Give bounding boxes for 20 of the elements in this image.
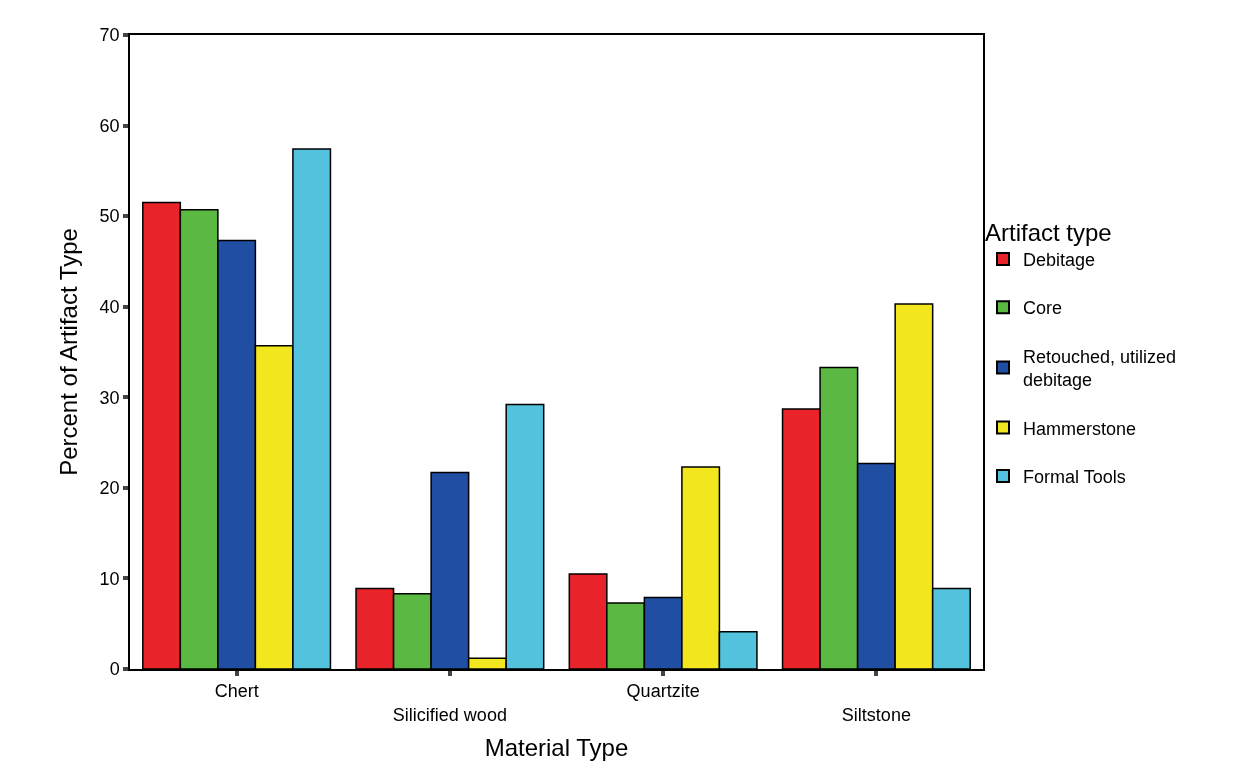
y-tick-label: 70 [99,25,120,46]
y-tick-label: 30 [99,387,120,408]
y-tick-label: 10 [99,568,120,589]
x-tick-label: Siltstone [841,704,911,725]
x-tick-label: Silicified wood [392,704,507,725]
legend-label: Debitage [1023,249,1096,270]
y-tick-label: 0 [109,659,120,680]
x-axis-title: Material Type [484,733,629,761]
legend-label: Hammerstone [1023,418,1137,439]
y-axis-title: Percent of Artifact Type [55,228,83,476]
legend-label: Core [1023,298,1063,319]
x-tick-label: Quartzite [626,681,700,702]
y-tick-label: 60 [99,115,120,136]
y-tick-label: 50 [99,206,120,227]
y-tick-label: 20 [99,478,120,499]
x-tick-label: Chert [214,681,259,702]
y-tick-label: 40 [99,297,120,318]
legend-title: Artifact type [985,218,1112,246]
legend-label: Retouched, utilized debitage [1023,346,1177,391]
legend-label: Formal Tools [1023,466,1126,487]
